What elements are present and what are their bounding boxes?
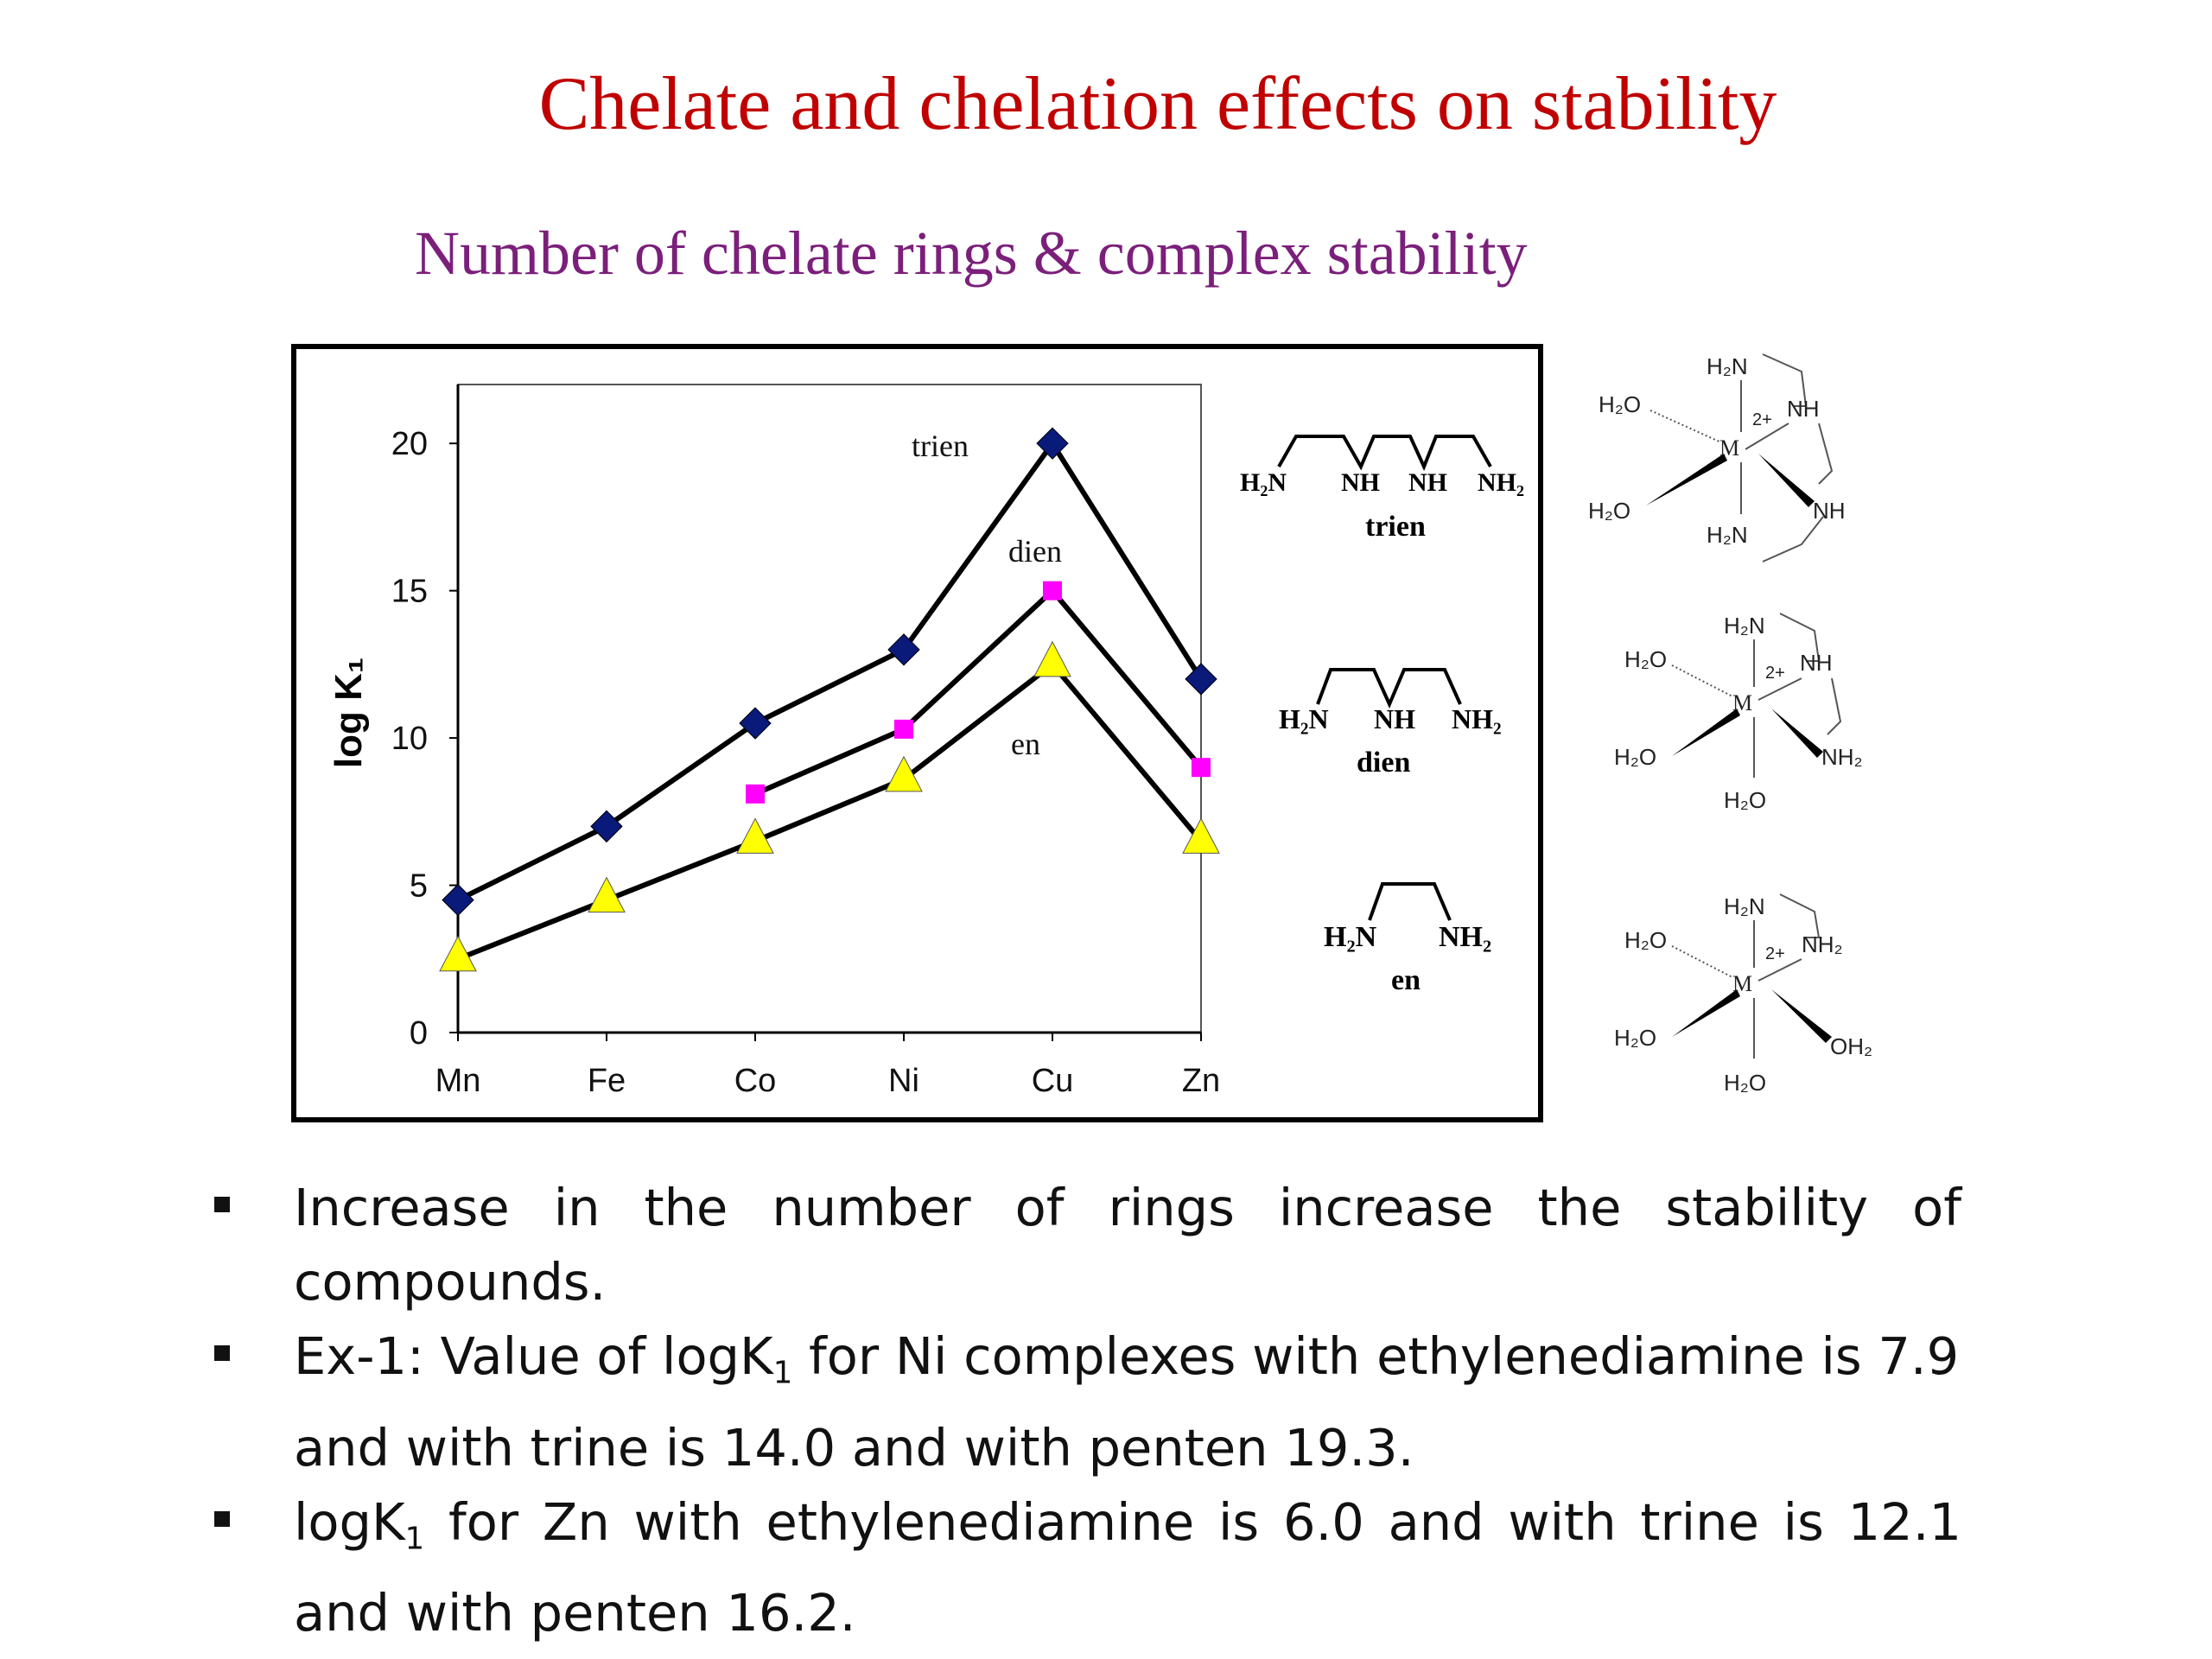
annotation-trien: trien [912, 429, 969, 463]
c1-metal: M [1719, 435, 1739, 461]
bullet-1-text: Increase in the number of rings increase… [294, 1178, 1961, 1312]
slide-subtitle: Number of chelate rings & complex stabil… [415, 219, 1528, 288]
complex-2: M 2+ H₂N NH H₂O H₂O NH₂ H₂O [1614, 613, 1863, 813]
x-tick-label: Cu [1032, 1063, 1074, 1099]
data-point-en [885, 755, 923, 792]
y-axis-label: log K₁ [327, 658, 370, 768]
data-point-trien [1036, 427, 1069, 460]
data-point-trien [442, 883, 474, 917]
c3-ligand-6: H₂O [1724, 1070, 1766, 1096]
data-point-en [1033, 640, 1071, 677]
c1-ligand-3: H₂O [1599, 391, 1641, 417]
x-tick-label: Co [734, 1063, 777, 1099]
annotation-dien: dien [1008, 534, 1062, 569]
complex-1: M 2+ H₂N NH H₂O H₂O NH H₂N [1588, 353, 1846, 563]
bullet-marker [214, 1197, 230, 1212]
bullet-2-subscript: 1 [772, 1355, 793, 1391]
data-point-dien [1192, 758, 1211, 778]
data-point-dien [894, 719, 913, 739]
annotation-en: en [1011, 727, 1040, 761]
c1-ligand-4: H₂O [1588, 498, 1630, 524]
bullet-2-text-a: Ex-1: Value of logK [294, 1326, 773, 1386]
trien-atom-3: NH [1408, 468, 1447, 497]
c1-ligand-2: NH [1787, 396, 1820, 422]
data-point-trien [739, 707, 772, 740]
c3-ligand-3: H₂O [1624, 927, 1667, 953]
c3-metal: M [1732, 971, 1752, 996]
c2-charge: 2+ [1765, 664, 1785, 683]
slide-title: Chelate and chelation effects on stabili… [538, 62, 1777, 146]
y-tick-label: 5 [410, 868, 428, 905]
bullet-2: Ex-1: Value of logK1 for Ni complexes wi… [199, 1319, 1961, 1485]
c2-ligand-2: NH [1800, 650, 1833, 676]
c2-ligand-6: H₂O [1724, 787, 1766, 813]
x-tick-label: Mn [435, 1063, 481, 1099]
c3-ligand-5: OH₂ [1830, 1033, 1872, 1059]
en-label: en [1391, 964, 1421, 996]
bullet-3-subscript: 1 [404, 1521, 425, 1557]
data-point-trien [590, 810, 623, 843]
c3-ligand-4: H₂O [1614, 1025, 1656, 1051]
c2-metal: M [1732, 690, 1752, 715]
series-line-en [456, 660, 1204, 962]
data-point-en [736, 817, 774, 854]
y-tick-label: 10 [391, 721, 428, 757]
trien-atom-2: NH [1341, 468, 1380, 497]
trien-atom-4: NH₂ [1478, 468, 1524, 497]
y-tick-label: 15 [391, 574, 428, 610]
x-tick-label: Zn [1182, 1063, 1220, 1099]
en-atom-1: H₂N [1324, 921, 1377, 953]
data-point-dien [746, 784, 765, 804]
c1-charge: 2+ [1752, 410, 1772, 429]
data-point-trien [887, 633, 920, 666]
dien-label: dien [1357, 747, 1410, 779]
chart-frame [291, 344, 1543, 1122]
x-tick-label: Ni [888, 1063, 919, 1099]
c1-ligand-6: H₂N [1707, 522, 1748, 548]
c3-charge: 2+ [1765, 944, 1785, 963]
series-line-trien [456, 438, 1204, 903]
c2-ligand-4: H₂O [1614, 744, 1656, 770]
c1-ligand-5: NH [1813, 498, 1846, 524]
trien-atom-1: H₂N [1240, 468, 1287, 497]
series-line-dien [753, 587, 1204, 797]
bullet-3-text-b: for Zn with ethylenediamine is 6.0 and w… [294, 1491, 1961, 1643]
complex-3: M 2+ H₂N NH₂ H₂O H₂O OH₂ H₂O [1614, 893, 1872, 1096]
data-point-en [439, 935, 477, 972]
bullet-list: Increase in the number of rings increase… [199, 1171, 1961, 1650]
c3-ligand-2: NH₂ [1802, 931, 1843, 957]
c2-ligand-3: H₂O [1624, 646, 1667, 672]
bullet-1: Increase in the number of rings increase… [199, 1171, 1961, 1319]
dien-atom-2: NH [1374, 703, 1415, 734]
bullet-3-text-a: logK [294, 1491, 405, 1552]
dien-atom-3: NH₂ [1452, 703, 1502, 734]
line-chart: 0 5 10 15 20 Mn Fe Co Ni Cu Zn log K₁ trien dien en [327, 384, 1220, 1099]
structure-dien: H₂N NH NH₂ dien [1279, 668, 1502, 779]
trien-label: trien [1365, 511, 1426, 543]
c2-ligand-1: H₂N [1724, 613, 1765, 639]
y-tick-label: 20 [391, 426, 428, 462]
structure-trien: H₂N NH NH NH₂ trien [1240, 435, 1524, 543]
x-tick-label: Fe [588, 1063, 626, 1099]
y-tick-label: 0 [410, 1015, 428, 1052]
c2-ligand-5: NH₂ [1821, 744, 1863, 770]
c1-ligand-1: H₂N [1707, 353, 1748, 379]
data-point-en [1182, 817, 1220, 854]
data-point-en [588, 876, 626, 913]
bullet-3: logK1 for Zn with ethylenediamine is 6.0… [199, 1485, 1961, 1651]
data-point-dien [1043, 581, 1062, 601]
bullet-2-text-b: for Ni complexes with ethylenediamine is… [294, 1326, 1960, 1478]
structure-en: H₂N NH₂ en [1324, 882, 1491, 996]
c3-ligand-1: H₂N [1724, 893, 1765, 919]
dien-atom-1: H₂N [1279, 703, 1329, 734]
bullet-marker [214, 1510, 230, 1527]
bullet-marker [214, 1345, 230, 1361]
en-atom-2: NH₂ [1439, 921, 1491, 953]
data-point-trien [1185, 663, 1217, 696]
